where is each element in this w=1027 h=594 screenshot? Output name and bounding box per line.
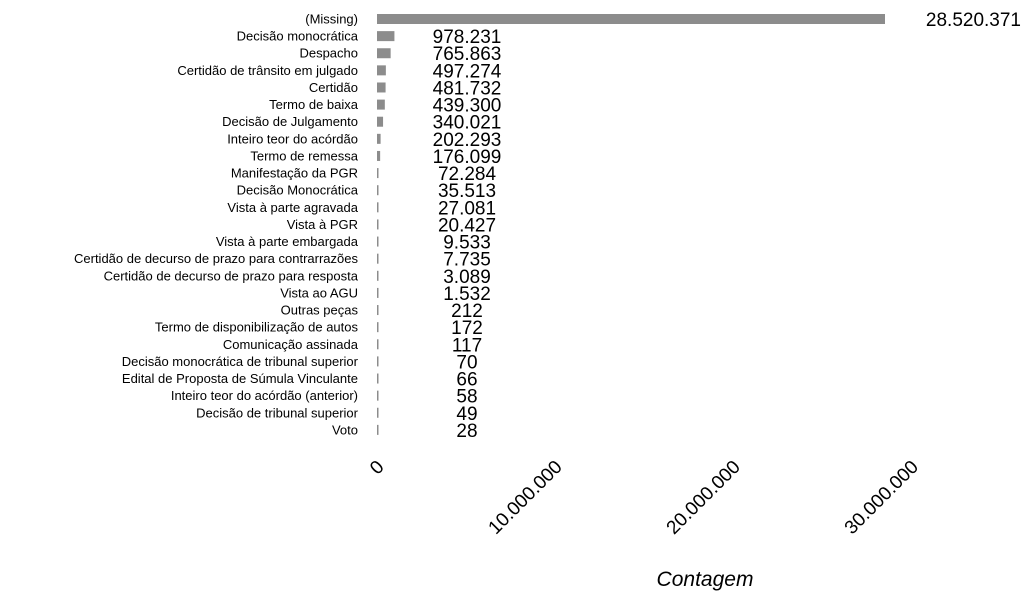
category-label: Inteiro teor do acórdão xyxy=(227,131,358,146)
value-label: 58 xyxy=(456,387,477,408)
value-label: 35.513 xyxy=(438,181,496,202)
category-label: Vista à parte agravada xyxy=(227,200,358,215)
category-label: Inteiro teor do acórdão (anterior) xyxy=(171,388,358,403)
x-tick-label: 30.000.000 xyxy=(841,457,923,539)
value-label: 7.735 xyxy=(443,250,491,271)
category-label: Termo de disponibilização de autos xyxy=(155,320,359,335)
bar xyxy=(377,390,379,401)
bar xyxy=(377,236,379,247)
value-label: 20.427 xyxy=(438,215,496,236)
bar xyxy=(377,14,885,24)
value-label: 172 xyxy=(451,318,483,339)
x-tick-label: 10.000.000 xyxy=(485,457,567,539)
category-label: Outras peças xyxy=(281,303,359,318)
value-label: 66 xyxy=(456,370,477,391)
category-label: Certidão de decurso de prazo para respos… xyxy=(104,268,359,283)
value-label: 176.099 xyxy=(433,147,502,168)
category-label: Decisão de Julgamento xyxy=(222,114,358,129)
value-label: 28.520.371 xyxy=(926,10,1021,31)
value-label: 49 xyxy=(456,404,477,425)
category-label: (Missing) xyxy=(305,12,358,27)
category-label: Decisão monocrática xyxy=(237,29,359,44)
x-axis-ticks-group: 0 10.000.000 20.000.000 30.000.000 xyxy=(366,457,923,539)
bar xyxy=(377,305,379,316)
value-label: 202.293 xyxy=(433,130,502,151)
bar xyxy=(377,185,379,196)
bar xyxy=(377,287,379,298)
bar xyxy=(377,202,379,213)
category-label: Certidão de trânsito em julgado xyxy=(177,63,358,78)
bar xyxy=(377,339,379,350)
x-tick-label: 20.000.000 xyxy=(663,457,745,539)
x-tick-label: 0 xyxy=(366,457,388,479)
bar xyxy=(377,99,385,110)
bar xyxy=(377,424,379,435)
value-label: 28 xyxy=(456,421,477,442)
category-label: Termo de baixa xyxy=(269,97,359,112)
value-label: 9.533 xyxy=(443,233,491,254)
bar xyxy=(377,150,381,161)
value-label: 3.089 xyxy=(443,267,491,288)
value-label: 27.081 xyxy=(438,198,496,219)
category-label: Manifestação da PGR xyxy=(231,166,358,181)
bar xyxy=(377,407,379,418)
category-labels-group: (Missing) Decisão monocrática Despacho Cert… xyxy=(74,12,359,438)
bar xyxy=(377,48,391,59)
value-label: 978.231 xyxy=(433,27,502,48)
category-label: Vista à parte embargada xyxy=(216,234,359,249)
category-label: Comunicação assinada xyxy=(223,337,359,352)
value-label: 212 xyxy=(451,301,483,322)
bar xyxy=(377,31,395,42)
bar xyxy=(377,322,379,333)
bar xyxy=(377,168,379,179)
category-label: Despacho xyxy=(299,46,358,61)
value-label: 497.274 xyxy=(433,61,502,82)
bar xyxy=(377,356,379,367)
category-label: Certidão xyxy=(309,80,358,95)
value-label: 1.532 xyxy=(443,284,491,305)
bar xyxy=(377,133,381,144)
bar xyxy=(377,65,386,76)
x-axis-title: Contagem xyxy=(657,568,754,591)
value-label: 481.732 xyxy=(433,78,502,99)
value-label: 72.284 xyxy=(438,164,497,185)
category-label: Termo de remessa xyxy=(250,148,358,163)
value-label: 439.300 xyxy=(433,96,502,117)
category-label: Edital de Proposta de Súmula Vinculante xyxy=(122,371,358,386)
category-label: Decisão monocrática de tribunal superior xyxy=(122,354,359,369)
category-label: Voto xyxy=(332,422,358,437)
category-label: Vista à PGR xyxy=(287,217,358,232)
value-label: 117 xyxy=(452,335,482,356)
category-label: Certidão de decurso de prazo para contra… xyxy=(74,251,358,266)
value-label: 70 xyxy=(456,352,477,373)
category-label: Decisão de tribunal superior xyxy=(196,405,359,420)
bars-group xyxy=(377,14,885,435)
category-label: Decisão Monocrática xyxy=(237,183,359,198)
value-label: 340.021 xyxy=(433,113,502,134)
bar xyxy=(377,116,384,127)
value-label: 765.863 xyxy=(433,44,502,65)
bar xyxy=(377,253,379,264)
bar xyxy=(377,373,379,384)
bar xyxy=(377,219,379,230)
category-label: Vista ao AGU xyxy=(280,285,358,300)
bar xyxy=(377,270,379,281)
value-labels-group: 28.520.371 978.231765.863497.274481.73243… xyxy=(433,10,1021,442)
bar xyxy=(377,82,386,93)
